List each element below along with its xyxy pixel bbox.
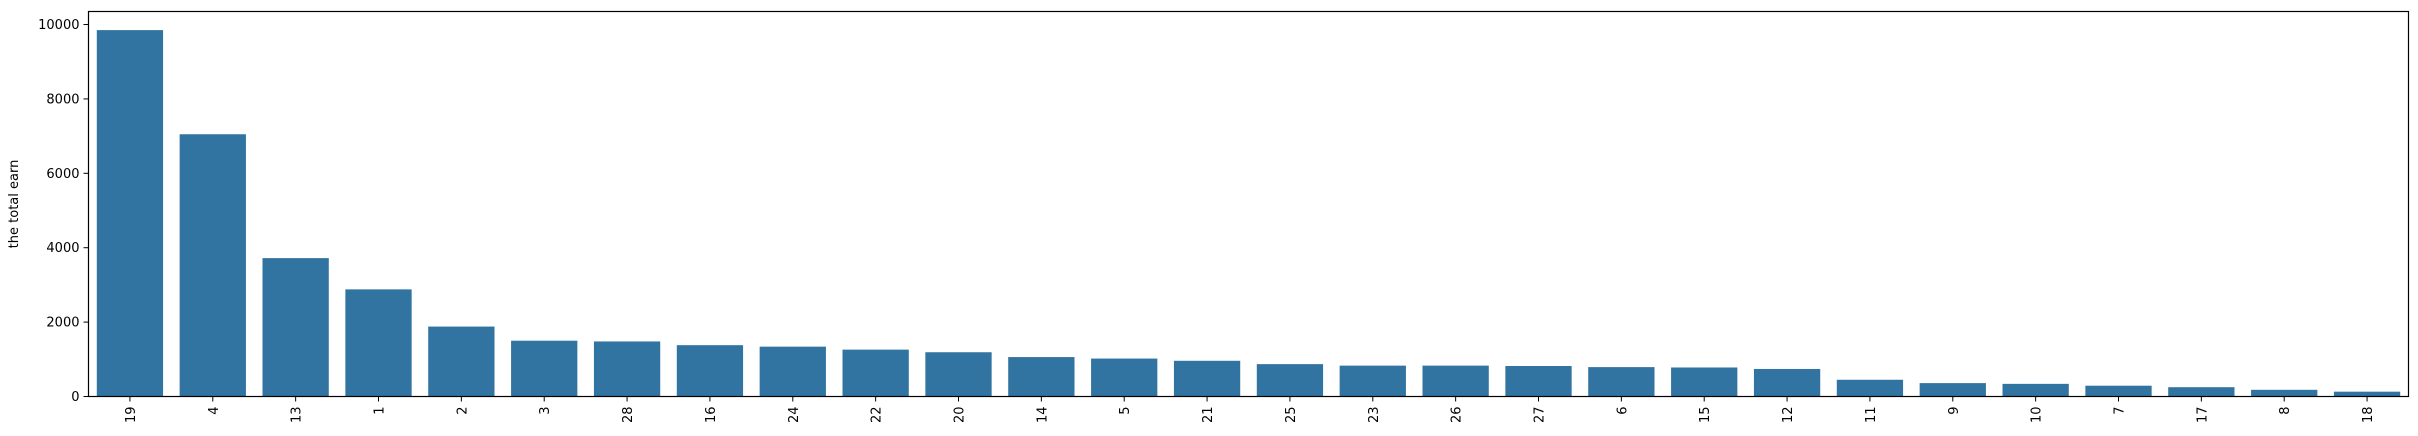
x-tick-label: 23	[1367, 407, 1382, 424]
bar-14	[1008, 357, 1075, 397]
bar-23	[1339, 365, 1406, 397]
y-tick-label: 6000	[46, 167, 79, 182]
x-tick-label: 6	[1615, 407, 1630, 415]
x-tick-label: 21	[1201, 407, 1216, 424]
bar-27	[1505, 366, 1572, 397]
bar-22	[842, 349, 909, 397]
x-tick-label: 26	[1450, 407, 1465, 424]
x-tick-label: 5	[1118, 407, 1133, 415]
x-tick-label: 10	[2030, 407, 2045, 424]
x-tick-label: 18	[2361, 407, 2376, 424]
y-axis: 0 2000 4000 6000 8000 10000	[38, 18, 89, 405]
x-tick-label: 28	[621, 407, 636, 424]
y-axis-label: the total earn	[7, 160, 22, 249]
x-tick-label: 17	[2195, 407, 2210, 424]
x-tick-label: 27	[1533, 407, 1548, 424]
x-tick-label: 25	[1284, 407, 1299, 424]
x-tick-label: 12	[1781, 407, 1796, 424]
bar-5	[1091, 358, 1158, 397]
bar-2	[428, 326, 495, 397]
bar-10	[2002, 383, 2069, 397]
bar-13	[262, 258, 329, 397]
x-tick-label: 16	[704, 407, 719, 424]
y-tick-label: 0	[71, 390, 79, 405]
x-tick-label: 19	[124, 407, 139, 424]
bar-15	[1671, 367, 1738, 397]
plot-frame	[87, 10, 2410, 398]
x-tick-label: 20	[953, 407, 968, 424]
bar-6	[1588, 367, 1655, 397]
bar-3	[511, 340, 578, 397]
bar-7	[2085, 385, 2152, 397]
bar-1	[345, 289, 412, 397]
bar-11	[1836, 379, 1904, 397]
bar-18	[2333, 391, 2401, 397]
bar-28	[593, 341, 661, 397]
bars-layer	[96, 30, 2401, 397]
bar-12	[1753, 368, 1821, 397]
x-tick-label: 8	[2278, 407, 2293, 415]
bar-19	[96, 30, 164, 397]
x-tick-label: 4	[207, 407, 222, 415]
x-tick-label: 1	[373, 407, 388, 415]
bar-17	[2168, 387, 2235, 397]
x-tick-label: 9	[1947, 407, 1962, 415]
x-tick-label: 7	[2113, 407, 2128, 415]
bar-20	[925, 352, 992, 397]
x-tick-label: 2	[455, 407, 470, 415]
bar-21	[1173, 360, 1241, 397]
bar-24	[759, 346, 826, 397]
y-tick-label: 4000	[46, 241, 79, 256]
bar-16	[676, 345, 744, 397]
x-tick-label: 22	[870, 407, 885, 424]
bar-4	[179, 134, 246, 397]
y-tick-label: 2000	[46, 316, 79, 331]
bar-8	[2251, 389, 2318, 397]
x-tick-label: 15	[1698, 407, 1713, 424]
x-tick-label: 3	[538, 407, 553, 415]
y-tick-label: 8000	[46, 92, 79, 107]
bar-9	[1919, 383, 1986, 397]
x-axis: 19 4 13 1 2 3 28 16 24 22 20 14 5 21 25 23 26 27 6 15 12 11 9 1…	[124, 396, 2376, 424]
x-tick-label: 14	[1035, 407, 1050, 424]
x-tick-label: 11	[1864, 407, 1879, 424]
x-tick-label: 13	[290, 407, 305, 424]
bar-25	[1256, 364, 1324, 397]
x-tick-label: 24	[787, 407, 802, 424]
bar-26	[1422, 365, 1489, 397]
y-tick-label: 10000	[38, 18, 79, 33]
